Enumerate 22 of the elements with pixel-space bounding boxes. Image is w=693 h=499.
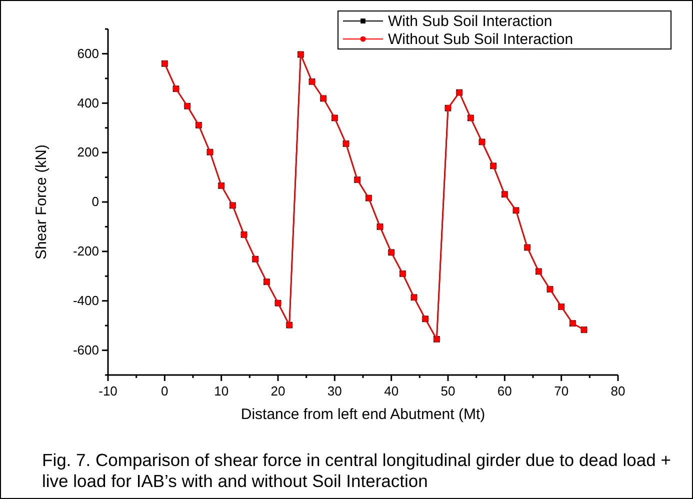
x-axis-title: Distance from left end Abutment (Mt) [240,406,486,423]
x-tick-label: 10 [214,384,229,399]
x-tick-label: 70 [554,384,569,399]
x-tick-label: 60 [497,384,512,399]
x-tick-label: 0 [161,384,168,399]
x-tick-label: 20 [270,384,286,399]
y-tick-label: 200 [77,144,99,160]
x-tick-label: 50 [440,384,456,399]
y-tick-label: 400 [77,95,99,110]
y-axis-title: Shear Force (kN) [33,144,50,260]
x-tick-label: 40 [384,384,399,399]
y-tick-label: -200 [72,244,99,259]
y-tick-label: 600 [77,46,99,61]
x-tick-label: 80 [610,384,626,399]
legend-label: With Sub Soil Interaction [388,13,552,30]
y-tick-label: -600 [72,342,99,358]
x-tick-label: 30 [327,384,342,399]
legend-label: Without Sub Soil Interaction [388,31,574,48]
y-tick-label: -400 [72,293,99,308]
caption: Fig. 7. Comparison of shear force in central longitudinal girder due to dead load + live load for IAB’s with and without Soil Interaction [42,450,671,491]
y-tick-label: 0 [92,194,99,210]
x-tick-label: -10 [98,384,118,399]
